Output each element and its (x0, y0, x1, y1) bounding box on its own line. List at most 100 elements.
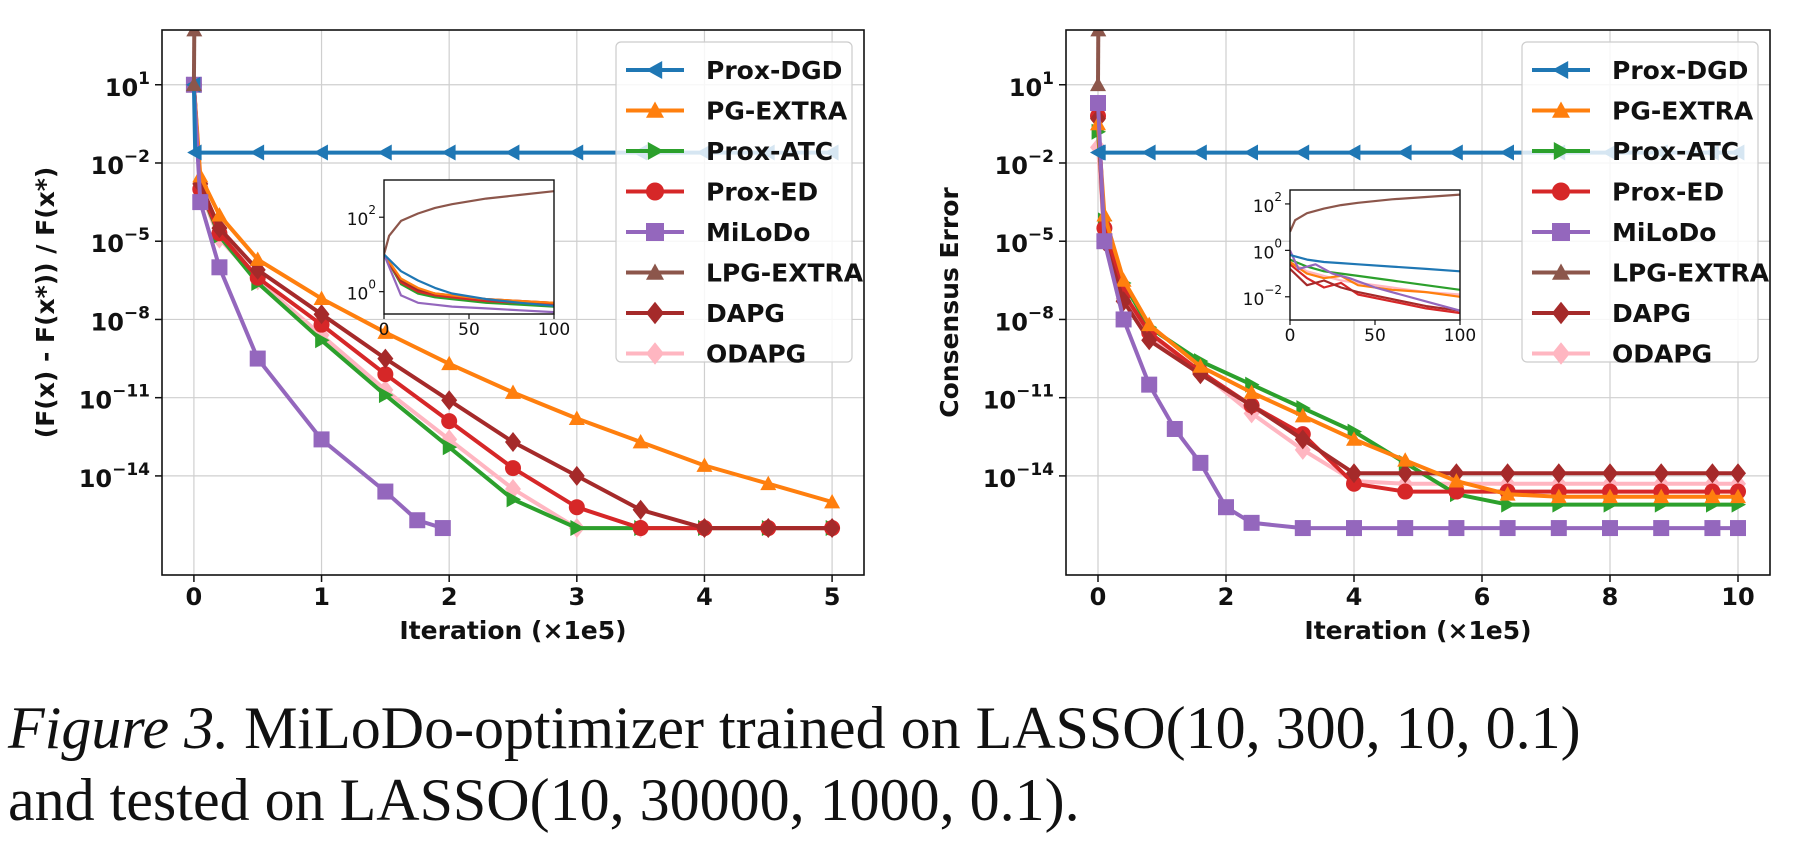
chart1-legend-label-prox-ed: Prox-ED (706, 178, 818, 207)
chart2-legend-marker-prox-atc (1553, 142, 1570, 160)
chart1-point-dapg-10 (696, 518, 713, 539)
chart1-point-prox-ed-5 (377, 366, 394, 383)
chart1-ytick-label-4: 10−11 (79, 382, 150, 415)
chart2-point-pg-extra-10 (1499, 486, 1516, 501)
chart1-point-prox-ed-9 (632, 520, 649, 537)
chart1-point-pg-extra-2 (211, 207, 228, 222)
chart2-point-milodo-11 (1448, 520, 1465, 537)
chart1-legend: Prox-DGD PG-EXTRA Prox-ATC Prox-ED MiLoDo LPG… (615, 41, 864, 369)
chart1-ytick-label-0: 101 (105, 69, 150, 102)
chart2-legend-marker-pg-extra (1552, 101, 1570, 118)
chart1-xtick-label-3: 3 (568, 583, 585, 611)
chart2-xtick-label-5: 10 (1721, 583, 1754, 611)
figure-caption: Figure 3. MiLoDo-optimizer trained on LA… (8, 692, 1808, 836)
chart2-point-pg-extra-6 (1294, 407, 1311, 423)
chart1-inset-line-milodo (384, 253, 554, 314)
chart1-inset-line-prox-dgd (384, 253, 554, 307)
chart1-point-prox-ed-8 (568, 499, 585, 516)
chart2-point-prox-atc-6 (1296, 400, 1311, 417)
chart2-legend-label-odapg: ODAPG (1612, 340, 1712, 369)
chart2-point-milodo-16 (1704, 520, 1721, 537)
chart1-legend-marker-prox-ed (646, 182, 664, 201)
chart1-point-prox-atc-8 (570, 520, 585, 537)
chart1-xtick-label-2: 2 (441, 583, 458, 611)
chart1-point-dapg-9 (632, 499, 649, 520)
chart2-line-prox-ed (1096, 115, 1738, 494)
chart2-inset-ytick-label-1: 100 (1253, 236, 1282, 264)
chart2-point-pg-extra-12 (1602, 488, 1618, 504)
chart2-legend-label-prox-dgd: Prox-DGD (1612, 56, 1748, 85)
chart1-point-prox-atc-5 (378, 387, 394, 404)
caption-text-line2: and tested on LASSO(10, 30000, 1000, 0.1… (8, 767, 1080, 833)
chart2-inset-xtick-label-2: 100 (1444, 326, 1476, 346)
chart1-point-prox-dgd-6 (505, 144, 520, 161)
chart2-ytick-label-1: 10−2 (995, 147, 1054, 180)
chart1-point-pg-extra-7 (505, 384, 521, 399)
chart2-point-pg-extra-14 (1704, 488, 1721, 504)
chart2-point-prox-dgd-5 (1294, 144, 1310, 161)
chart1-xlabel: Iteration (×1e5) (399, 616, 626, 645)
chart2-inset-line-prox-dgd (1290, 253, 1460, 273)
chart2-point-dapg-6 (1294, 429, 1311, 450)
chart2-point-pg-extra-2 (1115, 272, 1132, 287)
chart2-line-odapg (1096, 147, 1738, 486)
chart2-point-pg-extra-13 (1653, 488, 1670, 504)
chart1-point-lpg-extra-1 (186, 30, 203, 37)
chart2-point-milodo-1 (1096, 233, 1113, 250)
chart1-legend-label-odapg: ODAPG (706, 340, 806, 369)
chart1-ytick-label-5: 10−14 (79, 460, 150, 493)
caption-text-line1: MiLoDo-optimizer trained on LASSO(10, 30… (229, 695, 1581, 761)
chart1-point-prox-atc-7 (506, 491, 521, 508)
chart2-point-milodo-0 (1090, 95, 1106, 112)
chart1-legend-marker-prox-atc (647, 142, 664, 160)
chart2-legend-marker-dapg (1552, 301, 1570, 325)
chart1-point-pg-extra-11 (760, 475, 777, 491)
chart1-legend-label-prox-atc: Prox-ATC (706, 137, 833, 166)
chart2-xtick-label-0: 0 (1090, 583, 1107, 611)
chart2-xlabel: Iteration (×1e5) (1304, 616, 1531, 645)
chart1-inset-line-pg-extra (384, 253, 554, 304)
chart2-point-dapg-10 (1499, 463, 1516, 484)
chart2-legend: Prox-DGD PG-EXTRA Prox-ATC Prox-ED MiLoDo LPG… (1521, 41, 1770, 369)
chart1-inset-ytick-label-0: 102 (347, 203, 376, 231)
chart2-xtick-label-4: 8 (1602, 583, 1619, 611)
caption-label: Figure 3. (8, 695, 230, 761)
chart2-point-odapg-6 (1294, 439, 1311, 460)
chart2-point-dapg-8 (1397, 463, 1414, 484)
chart1-point-pg-extra-3 (249, 251, 266, 266)
chart2-point-milodo-8 (1294, 520, 1311, 537)
chart2-ytick-label-5: 10−14 (983, 460, 1054, 493)
chart2-inset-series-group (1290, 193, 1460, 315)
chart2-ytick-label-2: 10−5 (995, 225, 1054, 258)
chart2-legend-marker-prox-dgd (1552, 61, 1569, 79)
chart2-inset-line-dapg (1290, 268, 1460, 312)
chart2-point-prox-atc-5 (1245, 376, 1260, 393)
chart2-xtick-label-1: 2 (1218, 583, 1235, 611)
chart1-point-dapg-11 (760, 518, 777, 539)
chart2-point-prox-dgd-1 (1091, 144, 1106, 161)
chart1-xtick-label-4: 4 (696, 583, 713, 611)
chart2-point-pg-extra-11 (1550, 488, 1567, 504)
chart2-point-prox-ed-7 (1346, 475, 1362, 492)
chart1-point-dapg-4 (313, 304, 330, 325)
chart2-inset-line-prox-atc (1290, 258, 1460, 291)
chart2-inset-line-lpg-extra (1290, 193, 1460, 233)
chart1-legend-marker-milodo (646, 223, 664, 241)
chart2-legend-marker-milodo (1552, 223, 1570, 241)
chart1-legend-marker-odapg (646, 342, 664, 365)
chart2-inset-line-milodo (1290, 249, 1460, 312)
chart2-legend-label-prox-atc: Prox-ATC (1612, 137, 1739, 166)
chart1-point-lpg-extra-0 (185, 76, 202, 92)
chart1-point-dapg-12 (824, 518, 841, 539)
chart2-inset: 0 50 100 102 100 10−2 (1243, 189, 1476, 346)
chart2-point-dapg-11 (1550, 463, 1567, 484)
chart1-ytick-label-1: 10−2 (91, 147, 150, 180)
chart2-point-dapg-12 (1602, 463, 1618, 484)
chart1-ytick-label-3: 10−8 (91, 303, 150, 336)
chart1-point-prox-dgd-1 (187, 144, 202, 161)
chart2-xtick-label-2: 4 (1346, 583, 1363, 611)
chart2-point-pg-extra-8 (1397, 452, 1414, 467)
chart2-legend-marker-lpg-extra (1552, 263, 1570, 280)
chart1-inset-xtick-label-2: 100 (538, 320, 570, 340)
chart1-point-dapg-6 (441, 390, 458, 411)
